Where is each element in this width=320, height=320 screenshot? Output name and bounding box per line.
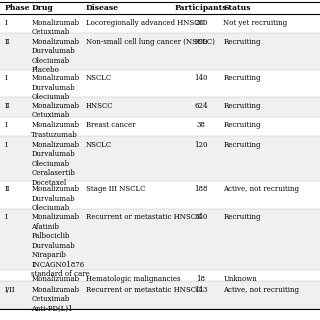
Bar [0,270,320,281]
Text: Monalizumab
Cetuximab: Monalizumab Cetuximab [31,102,79,119]
Text: I: I [4,19,7,27]
Bar [0,33,320,69]
Text: Monalizumab
Durvalumab
Oleciumab
Ceralasertib
Docetaxel: Monalizumab Durvalumab Oleciumab Ceralas… [31,141,79,187]
Text: Recruiting: Recruiting [223,213,261,221]
Bar [0,69,320,97]
Text: Monalizumab
Durvalumab
Oleciumab
Placebo: Monalizumab Durvalumab Oleciumab Placebo [31,38,79,75]
Text: Active, not recruiting: Active, not recruiting [223,286,300,294]
Text: II: II [4,185,10,193]
Text: Stage III NSCLC: Stage III NSCLC [86,185,145,193]
Text: Recruiting: Recruiting [223,38,261,46]
Text: NSCLC: NSCLC [86,74,112,82]
Bar [0,281,320,309]
Text: Phase: Phase [4,4,30,12]
Text: I: I [4,121,7,129]
Text: 18: 18 [196,275,205,283]
Text: 120: 120 [194,141,208,149]
Text: Breast cancer: Breast cancer [86,121,135,129]
Text: Recurrent or metastatic HNSCC: Recurrent or metastatic HNSCC [86,213,201,221]
Text: Recurrent or metastatic HNSCC: Recurrent or metastatic HNSCC [86,286,201,294]
Text: 340: 340 [194,213,207,221]
Text: II: II [4,38,10,46]
Text: 38: 38 [196,121,205,129]
Text: Locoregionally advanced HNSCC: Locoregionally advanced HNSCC [86,19,204,27]
Bar [0,97,320,117]
Bar [0,14,320,33]
Text: Monalizumab
Cetuximab
Anti-PD(L)1: Monalizumab Cetuximab Anti-PD(L)1 [31,286,79,313]
Text: Monalizumab
Trastuzumab: Monalizumab Trastuzumab [31,121,79,139]
Text: 999: 999 [194,38,208,46]
Text: HNSCC: HNSCC [86,102,113,110]
Text: I: I [4,213,7,221]
Text: 200: 200 [194,19,208,27]
Text: Not yet recruiting: Not yet recruiting [223,19,287,27]
Text: Recruiting: Recruiting [223,121,261,129]
Text: Non-small cell lung cancer (NSCLC): Non-small cell lung cancer (NSCLC) [86,38,215,46]
Text: 188: 188 [194,185,208,193]
Text: I: I [4,74,7,82]
Text: Recruiting: Recruiting [223,74,261,82]
Text: Unknown: Unknown [223,275,257,283]
Bar [0,181,320,209]
Text: Participants: Participants [174,4,227,12]
Text: II: II [4,102,10,110]
Text: Monalizumab
Durvalumab
Oleciumab: Monalizumab Durvalumab Oleciumab [31,185,79,212]
Text: Recruiting: Recruiting [223,102,261,110]
Text: Disease: Disease [86,4,119,12]
Text: 624: 624 [194,102,208,110]
Text: Status: Status [223,4,251,12]
Text: Monalizumab
Cetuximab: Monalizumab Cetuximab [31,19,79,36]
Bar [0,117,320,136]
Text: Hematologic malignancies: Hematologic malignancies [86,275,180,283]
Text: I/II: I/II [4,286,15,294]
Text: 143: 143 [194,286,207,294]
Bar [0,209,320,270]
Text: Drug: Drug [31,4,53,12]
Text: I: I [4,141,7,149]
Text: Monalizumab
Afatinib
Palbociclib
Durvalumab
Niraparib
INCAGN01876
standard of ca: Monalizumab Afatinib Palbociclib Durvalu… [31,213,90,278]
Text: 140: 140 [194,74,208,82]
Text: Monalizumab
Durvalumab
Oleciumab: Monalizumab Durvalumab Oleciumab [31,74,79,101]
Text: NSCLC: NSCLC [86,141,112,149]
Text: Monalizumab: Monalizumab [31,275,79,283]
Text: Active, not recruiting: Active, not recruiting [223,185,300,193]
Bar [0,136,320,181]
Text: Recruiting: Recruiting [223,141,261,149]
